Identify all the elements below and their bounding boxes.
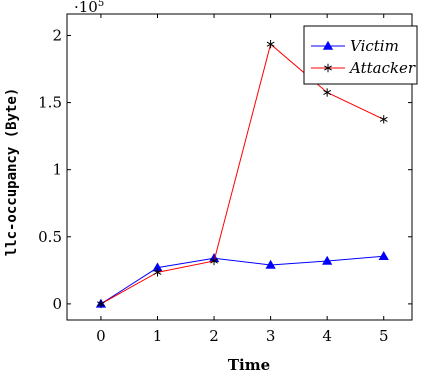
series-line-attacker (100, 43, 384, 305)
star-stroke (323, 89, 332, 96)
data-point-attacker (266, 39, 275, 49)
data-point-attacker (97, 299, 105, 309)
legend-marker-attacker (324, 63, 332, 73)
data-point-attacker (153, 268, 162, 277)
data-point-victim (265, 259, 276, 269)
star-stroke (266, 41, 275, 47)
legend-box (303, 25, 418, 85)
axis-ticks: 0 1 2 3 4 5 0 0.5 1 1.5 2 (38, 14, 412, 345)
y-tick-label: 1.5 (38, 94, 62, 112)
x-tick-label: 0 (96, 327, 106, 345)
x-axis-title: Time (228, 356, 270, 374)
plot-area-frame (66, 13, 413, 321)
star-stroke (324, 65, 332, 71)
y-tick-label: 2 (52, 26, 62, 44)
data-point-victim (378, 251, 389, 261)
legend-label-attacker: Attacker (348, 59, 416, 77)
star-stroke (153, 269, 162, 275)
x-tick-label: 1 (153, 327, 163, 345)
star-stroke (379, 116, 388, 122)
legend: Victim Attacker (303, 25, 418, 85)
data-point-attacker (379, 115, 388, 124)
y-axis-title: llc-occupancy (Byte) (4, 88, 20, 257)
series-layer (95, 39, 389, 309)
y-tick-label: 1 (52, 161, 62, 179)
x-tick-label: 4 (322, 327, 332, 345)
series-line-victim (100, 255, 384, 305)
data-point-victim (322, 255, 333, 265)
star-stroke (210, 258, 218, 264)
x-tick-label: 2 (209, 327, 219, 345)
x-tick-label: 3 (266, 327, 276, 345)
y-tick-label: 0 (52, 295, 62, 313)
y-tick-label: 0.5 (38, 228, 62, 246)
legend-label-victim: Victim (350, 37, 399, 55)
legend-marker-victim (322, 40, 334, 50)
star-stroke (97, 301, 105, 307)
x-tick-label: 5 (379, 327, 389, 345)
data-point-attacker (323, 88, 332, 97)
data-point-attacker (210, 256, 218, 266)
y-axis-multiplier: ·105 (74, 0, 104, 16)
